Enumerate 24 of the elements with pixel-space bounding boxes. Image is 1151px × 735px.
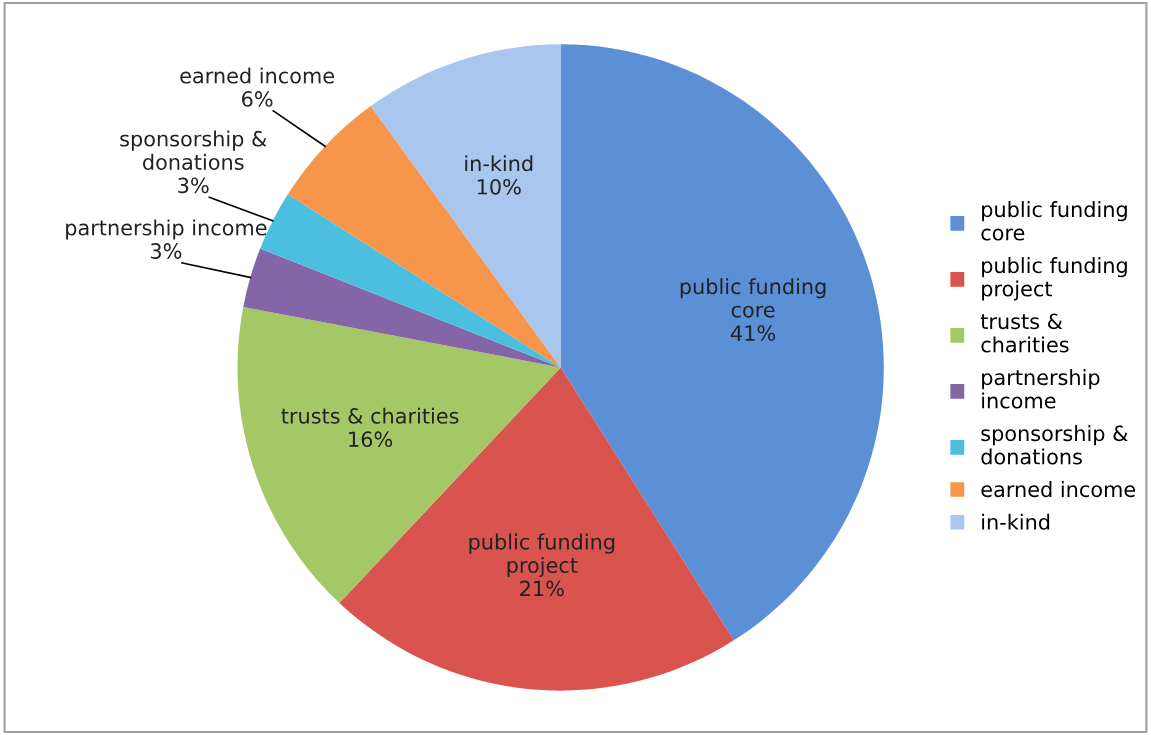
slice-label: partnership income [66, 219, 267, 240]
legend-label: trusts & charities [980, 313, 1069, 353]
data-label: 16% [349, 431, 393, 448]
slice-label: in-kind [465, 155, 533, 172]
data-label: 21% [520, 580, 564, 597]
data-label: 3% [178, 177, 209, 194]
slice-label: sponsorship & donations [120, 130, 267, 170]
legend-label: earned income [981, 481, 1136, 498]
slice-label: public funding core [680, 278, 826, 318]
pie-slice [370, 44, 561, 368]
legend-label: in-kind [982, 513, 1050, 530]
pie-slice [243, 248, 561, 368]
slice-label: trusts & charities [281, 407, 459, 424]
data-label: 6% [242, 91, 273, 107]
slice-label: earned income [180, 67, 334, 84]
legend-label: public funding project [982, 257, 1127, 301]
legend-label: partnership income [982, 369, 1100, 409]
slice-label: public funding project [469, 533, 615, 578]
pie-slice [287, 106, 561, 368]
data-label: 41% [730, 325, 776, 341]
data-label: 10% [477, 178, 521, 195]
pie-slice [339, 367, 734, 691]
legend-label: sponsorship & donations [981, 425, 1128, 465]
data-label: 3% [150, 243, 182, 259]
